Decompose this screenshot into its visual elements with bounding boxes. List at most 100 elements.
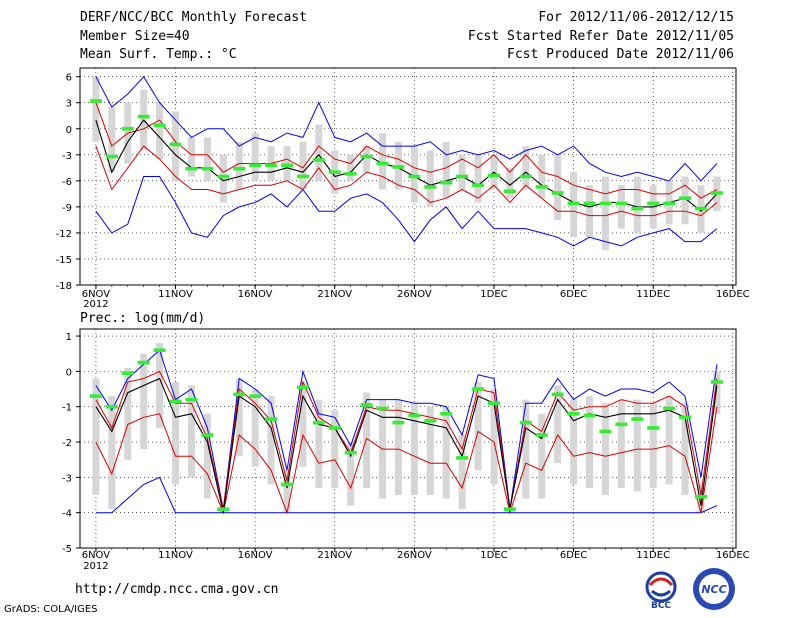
spread-box — [474, 381, 482, 471]
spread-box — [156, 102, 164, 160]
median-marker — [105, 154, 118, 159]
median-marker — [440, 411, 453, 416]
y-tick-label: -3 — [62, 151, 72, 162]
spread-box — [347, 442, 355, 506]
plot-frame — [79, 67, 737, 286]
mean-line — [95, 119, 718, 212]
x-tick-label: 16DEC — [716, 550, 750, 561]
spread-box — [426, 150, 434, 207]
spread-box — [187, 137, 195, 177]
median-marker — [105, 404, 118, 409]
spread-box — [633, 176, 641, 233]
x-tick-label: 11NOV — [158, 289, 193, 300]
spread-box — [617, 185, 625, 229]
y-tick-label: -9 — [62, 203, 72, 214]
median-marker — [296, 385, 309, 390]
spread-box — [92, 378, 100, 496]
median-marker — [328, 170, 341, 174]
median-marker — [153, 348, 166, 352]
min-line — [95, 476, 718, 514]
median-marker — [89, 394, 102, 398]
y-tick-label: -3 — [62, 473, 72, 484]
spread-box — [633, 399, 641, 492]
spread-box — [363, 146, 371, 173]
median-marker — [185, 397, 198, 402]
median-marker — [312, 158, 325, 162]
median-marker — [137, 114, 150, 119]
spread-box — [458, 154, 466, 190]
median-marker — [89, 99, 102, 103]
median-marker — [265, 163, 278, 168]
median-marker — [201, 166, 214, 171]
bcc-logo-text: BCC — [651, 601, 671, 611]
median-marker — [535, 185, 548, 189]
median-marker — [456, 456, 469, 460]
median-marker — [376, 161, 389, 166]
median-marker — [567, 411, 580, 416]
median-marker — [265, 417, 278, 421]
median-marker — [519, 174, 532, 179]
median-marker — [392, 165, 405, 169]
median-marker — [551, 191, 564, 195]
spread-box — [315, 124, 323, 181]
spread-box — [410, 146, 418, 203]
median-marker — [360, 403, 373, 407]
median-marker — [233, 392, 246, 397]
median-marker — [153, 123, 166, 128]
y-tick-label: 0 — [66, 125, 72, 136]
spread-box — [649, 403, 657, 488]
ncc-logo-text: NCC — [701, 583, 726, 596]
spread-box — [586, 396, 594, 488]
median-marker — [599, 429, 612, 434]
spread-box — [235, 141, 243, 190]
spread-box — [140, 353, 148, 450]
median-marker — [280, 163, 293, 168]
precipitation-panel: 1 0 -1 -2 -3 -4 -5 6NOV 11NOV 16NOV 21NOV 26NOV 1DEC… — [62, 328, 750, 572]
median-marker — [519, 420, 532, 425]
spread-box — [442, 406, 450, 499]
median-marker — [583, 413, 596, 418]
x-tick-label: 6NOV — [82, 289, 111, 300]
x-tick-label: 21NOV — [317, 550, 352, 561]
median-marker — [567, 201, 580, 206]
spread-box — [601, 403, 609, 496]
forecast-period: For 2012/11/06-2012/12/15 — [538, 10, 734, 25]
spread-box — [187, 385, 195, 478]
spread-box — [442, 141, 450, 199]
spread-box — [617, 399, 625, 488]
spread-box — [235, 378, 243, 457]
y-tick-label: 3 — [66, 99, 72, 110]
spread-box — [203, 137, 211, 181]
spread-box — [92, 76, 100, 142]
max-line — [95, 75, 718, 182]
temperature-panel-title: Mean Surf. Temp.: °C — [80, 47, 237, 62]
min-line — [95, 176, 718, 247]
x-tick-label: 6DEC — [560, 550, 587, 561]
y-tick-label: -18 — [56, 281, 72, 292]
spread-box — [538, 413, 546, 499]
spread-box — [203, 413, 211, 499]
median-marker — [647, 201, 660, 206]
x-tick-label: 16NOV — [238, 550, 273, 561]
y-tick-label: 0 — [66, 367, 72, 378]
x-tick-label: 16NOV — [238, 289, 273, 300]
median-marker — [679, 415, 692, 420]
precipitation-panel-title: Prec.: log(mm/d) — [80, 311, 205, 326]
median-marker — [121, 371, 134, 375]
y-tick-label: -6 — [62, 177, 72, 188]
spread-box — [554, 385, 562, 464]
median-marker — [487, 173, 500, 178]
spread-box — [570, 399, 578, 485]
median-marker — [424, 419, 437, 423]
spread-box — [331, 410, 339, 488]
median-marker — [551, 392, 564, 397]
spread-box — [681, 403, 689, 496]
median-marker — [312, 420, 325, 425]
upper-line — [95, 370, 718, 510]
x-tick-label: 11DEC — [636, 550, 670, 561]
median-marker — [583, 201, 596, 206]
median-marker — [249, 394, 262, 398]
median-marker — [472, 387, 485, 391]
mean-line — [95, 377, 718, 513]
